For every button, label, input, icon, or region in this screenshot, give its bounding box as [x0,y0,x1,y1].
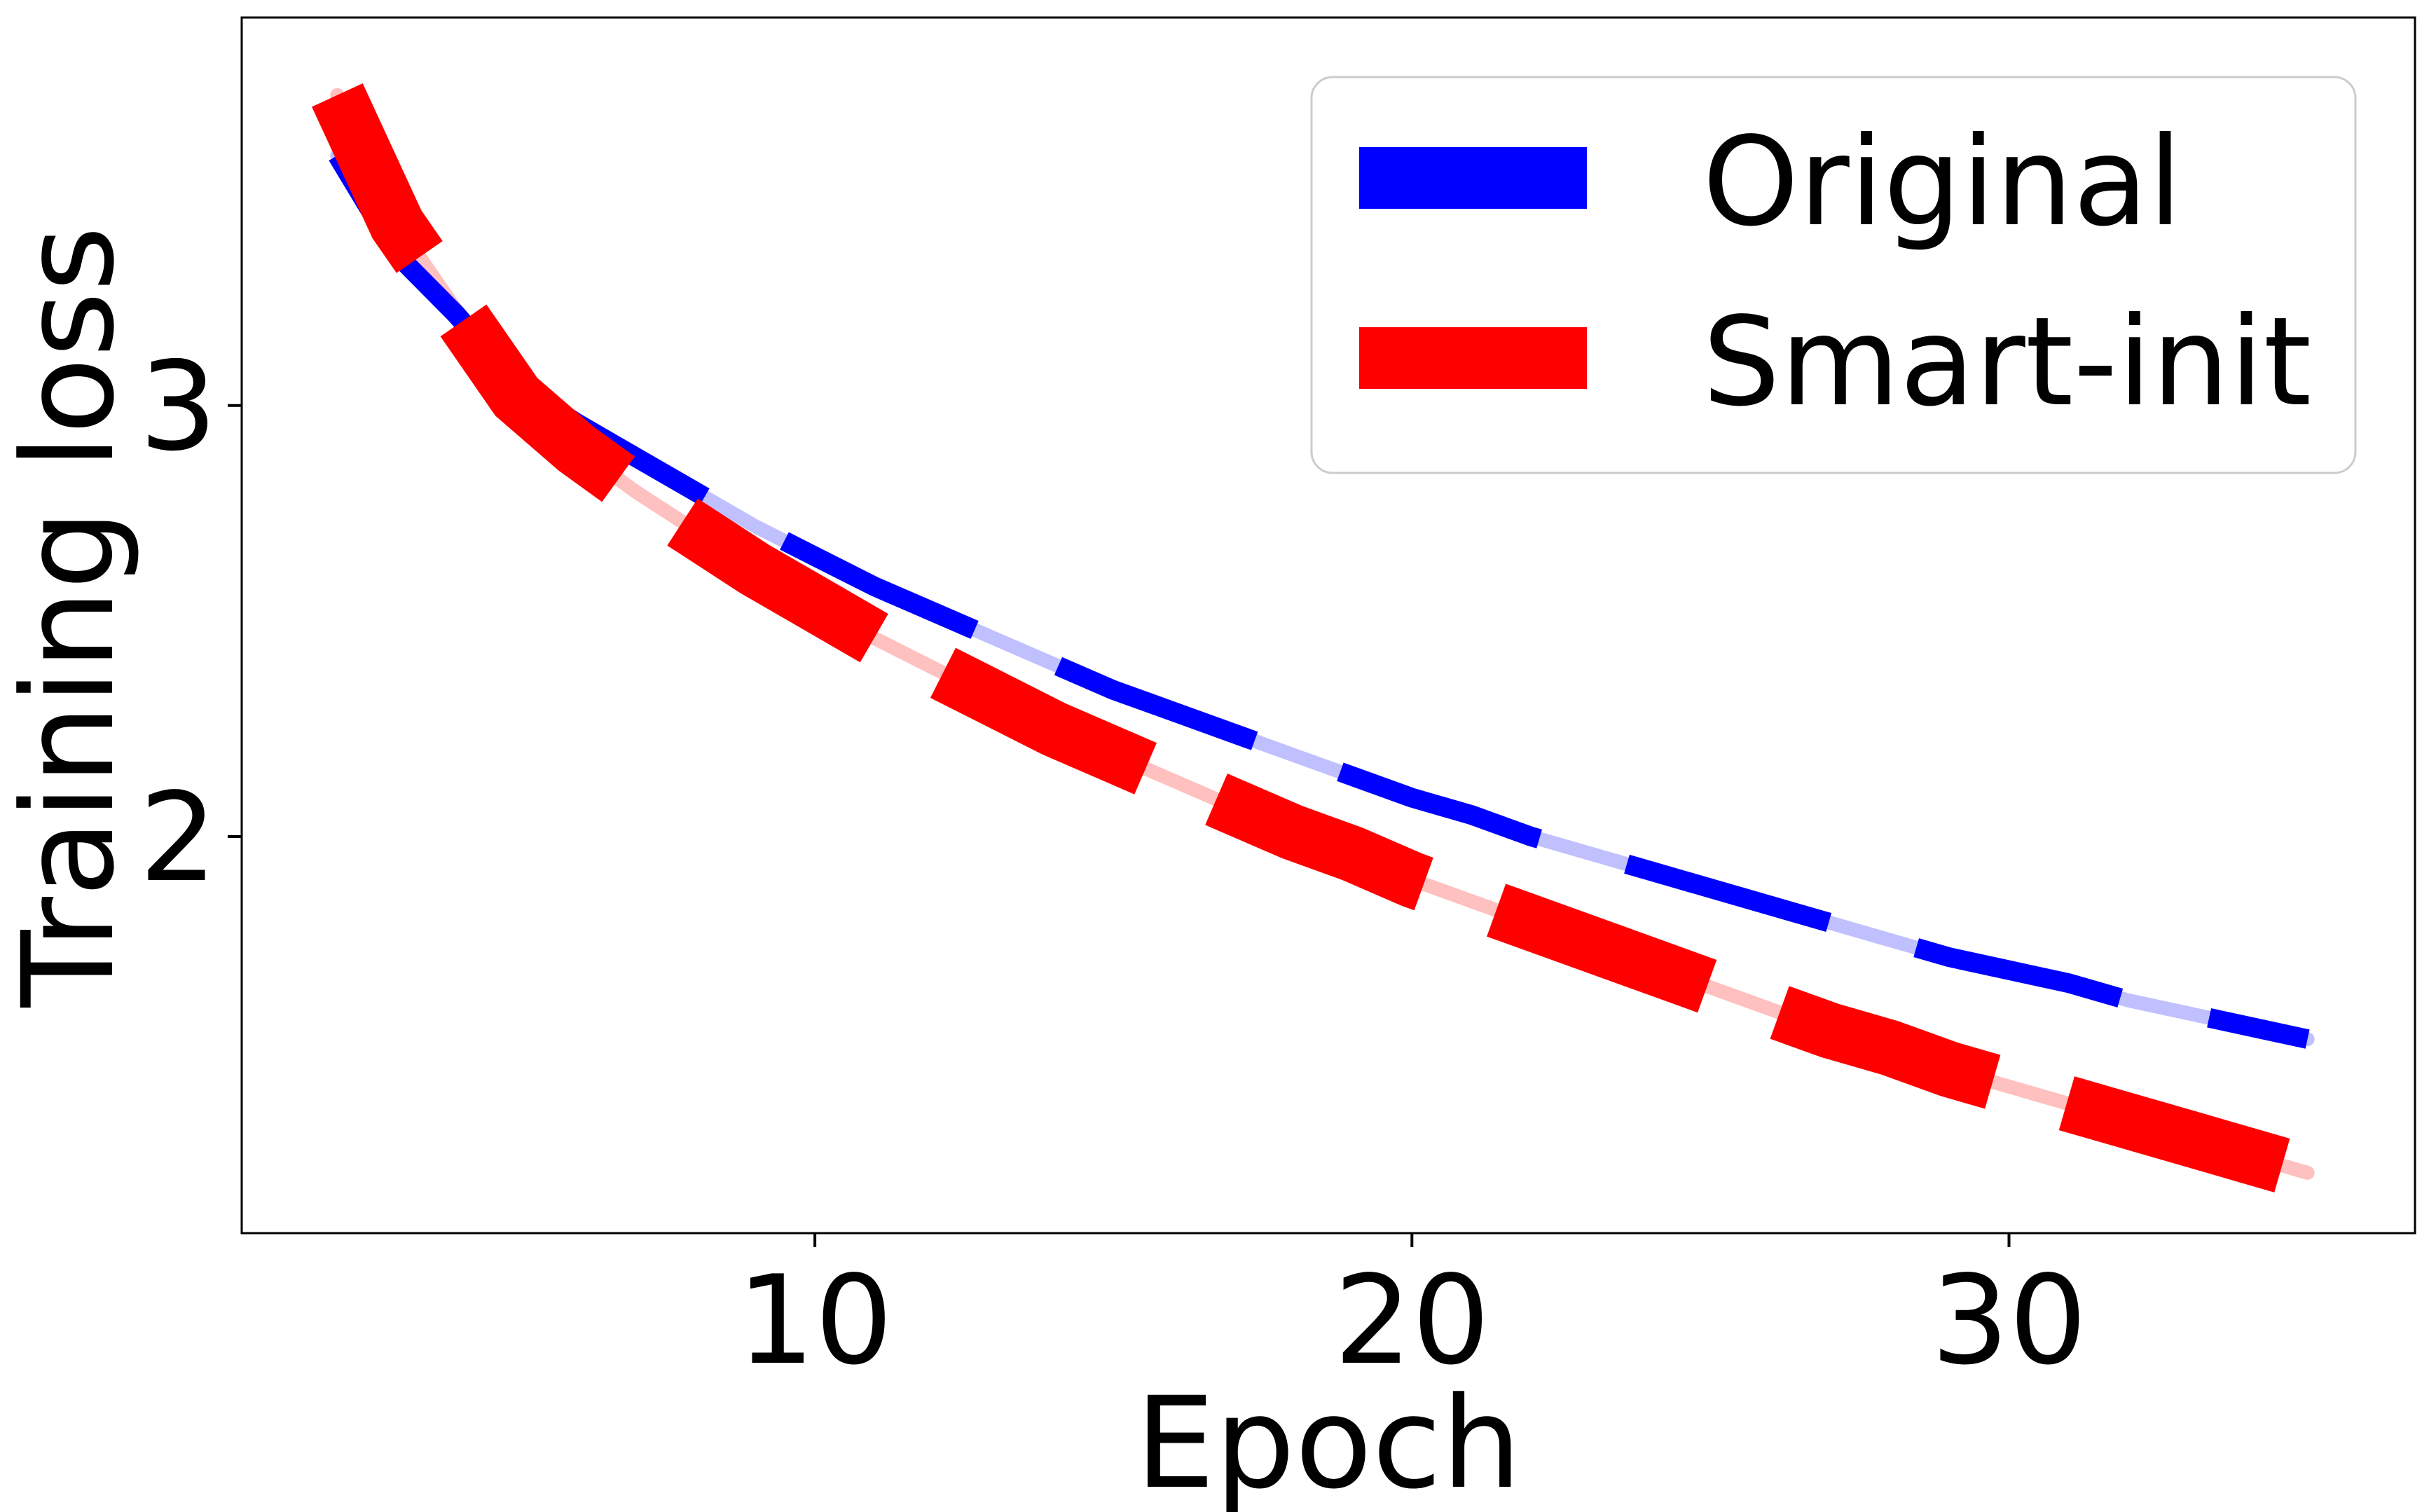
y-axis-label: Training loss [0,226,142,1008]
plot-frame [240,16,2416,1235]
legend-swatch-smart-init [1359,327,1587,389]
y-axis-ticks: 23 [139,336,242,909]
y-tick-label: 3 [139,336,217,479]
x-axis-ticks: 10 20 30 [737,1233,2087,1392]
legend-label-smart-init: Smart-init [1702,291,2311,434]
x-tick-label: 20 [1334,1250,1490,1392]
legend-label-original: Original [1702,111,2182,254]
legend-swatch-original [1359,147,1587,209]
x-tick-label: 10 [737,1250,893,1392]
x-tick-label: 30 [1931,1250,2087,1392]
y-tick-label: 2 [139,767,217,909]
series-original-line [329,150,2310,1049]
x-axis-label: Epoch [1135,1370,1521,1512]
legend: Original Smart-init [1310,76,2357,474]
series-smart-init-line [312,83,2316,1200]
series-layer [312,83,2316,1200]
